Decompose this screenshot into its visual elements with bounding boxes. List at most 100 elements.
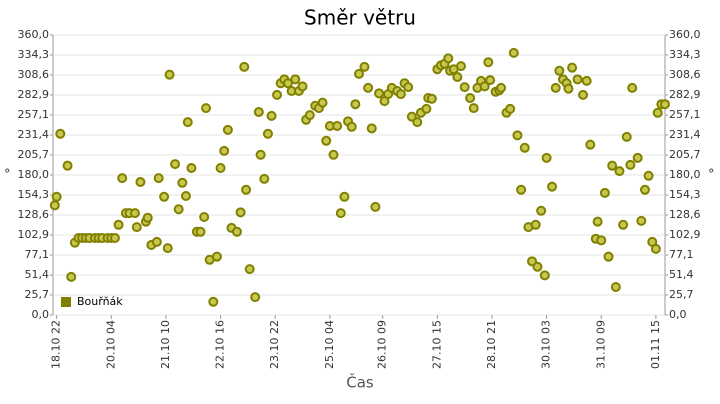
point (66, 271, 77, 282)
point (572, 74, 583, 85)
point (250, 292, 261, 303)
x-tick-label: 30.10 03 (540, 320, 553, 369)
point (335, 208, 346, 219)
point (592, 216, 603, 227)
point (412, 117, 423, 128)
y2-axis-title: ° (708, 168, 715, 183)
point (643, 170, 654, 181)
point (262, 128, 273, 139)
point (585, 139, 596, 150)
point (374, 88, 385, 99)
point (170, 159, 181, 170)
y-tick-label: 231,4 (18, 128, 50, 141)
point (363, 82, 374, 93)
point (632, 152, 643, 163)
point (253, 107, 264, 117)
point (541, 152, 552, 163)
y-tick-label: 154,3 (18, 188, 50, 201)
x-tick-label: 28.10 21 (485, 320, 498, 369)
y-tick-label: 205,7 (18, 148, 50, 161)
point (235, 207, 246, 218)
y2-tick-label: 154,3 (669, 188, 701, 201)
point (282, 78, 293, 89)
point (550, 82, 561, 93)
point (660, 99, 670, 110)
x-tick-label: 25.10 04 (323, 320, 336, 369)
point (636, 215, 647, 226)
point (244, 264, 255, 275)
point (505, 103, 516, 114)
x-tick-label: 31.10 09 (594, 320, 607, 369)
point (135, 177, 146, 187)
point (563, 83, 574, 94)
point (547, 181, 558, 192)
point (468, 103, 479, 114)
point (465, 93, 476, 103)
y2-tick-label: 128,6 (669, 208, 701, 221)
point (578, 89, 589, 100)
y-tick-label: 77,1 (25, 248, 50, 261)
point (117, 173, 128, 184)
x-tick-label: 18.10 22 (50, 320, 63, 369)
x-tick-label: 22.10 16 (214, 320, 227, 369)
y-tick-label: 25,7 (25, 288, 50, 301)
point (173, 204, 184, 215)
point (239, 61, 250, 72)
point (596, 235, 607, 246)
y-tick-label: 180,0 (18, 168, 50, 181)
point (211, 251, 222, 262)
point (421, 103, 432, 114)
point (162, 243, 173, 254)
y-tick-label: 308,6 (18, 68, 50, 81)
point (639, 184, 650, 195)
x-tick-label: 27.10 15 (430, 320, 443, 369)
point (346, 121, 357, 132)
chart-title: Směr větru (304, 6, 416, 30)
point (62, 160, 73, 171)
x-tick-label: 23.10 22 (268, 320, 281, 369)
point (222, 124, 233, 135)
y2-tick-label: 360,0 (669, 28, 701, 41)
point (459, 82, 470, 93)
point (650, 243, 661, 254)
point (113, 219, 124, 230)
point (452, 72, 463, 82)
point (554, 65, 565, 76)
point (109, 233, 120, 243)
y-tick-label: 102,9 (18, 228, 50, 241)
point (603, 251, 614, 262)
point (272, 89, 283, 100)
y-tick-label: 128,6 (18, 208, 50, 221)
point (177, 177, 188, 188)
point (443, 53, 454, 64)
point (359, 61, 370, 72)
point (321, 135, 332, 146)
point (539, 270, 550, 281)
point (199, 212, 210, 222)
point (496, 82, 507, 93)
point (532, 261, 543, 272)
x-tick-label: 01.11 15 (649, 320, 662, 369)
y2-tick-label: 0,0 (669, 308, 687, 321)
point (354, 68, 364, 79)
point (290, 74, 301, 85)
point (201, 103, 211, 114)
point (231, 226, 242, 237)
y-tick-label: 360,0 (18, 28, 50, 41)
point (599, 187, 610, 198)
point (51, 191, 62, 202)
y2-tick-label: 102,9 (669, 228, 701, 241)
y2-tick-label: 282,9 (669, 88, 701, 101)
y2-tick-label: 205,7 (669, 148, 701, 161)
point (255, 149, 266, 160)
point (129, 208, 140, 219)
point (350, 99, 361, 110)
y-tick-label: 51,4 (25, 268, 50, 281)
point (366, 123, 377, 134)
point (266, 110, 277, 121)
point (519, 142, 530, 153)
point (610, 282, 621, 292)
y2-tick-label: 51,4 (669, 268, 694, 281)
point (241, 184, 252, 195)
point (625, 159, 636, 170)
